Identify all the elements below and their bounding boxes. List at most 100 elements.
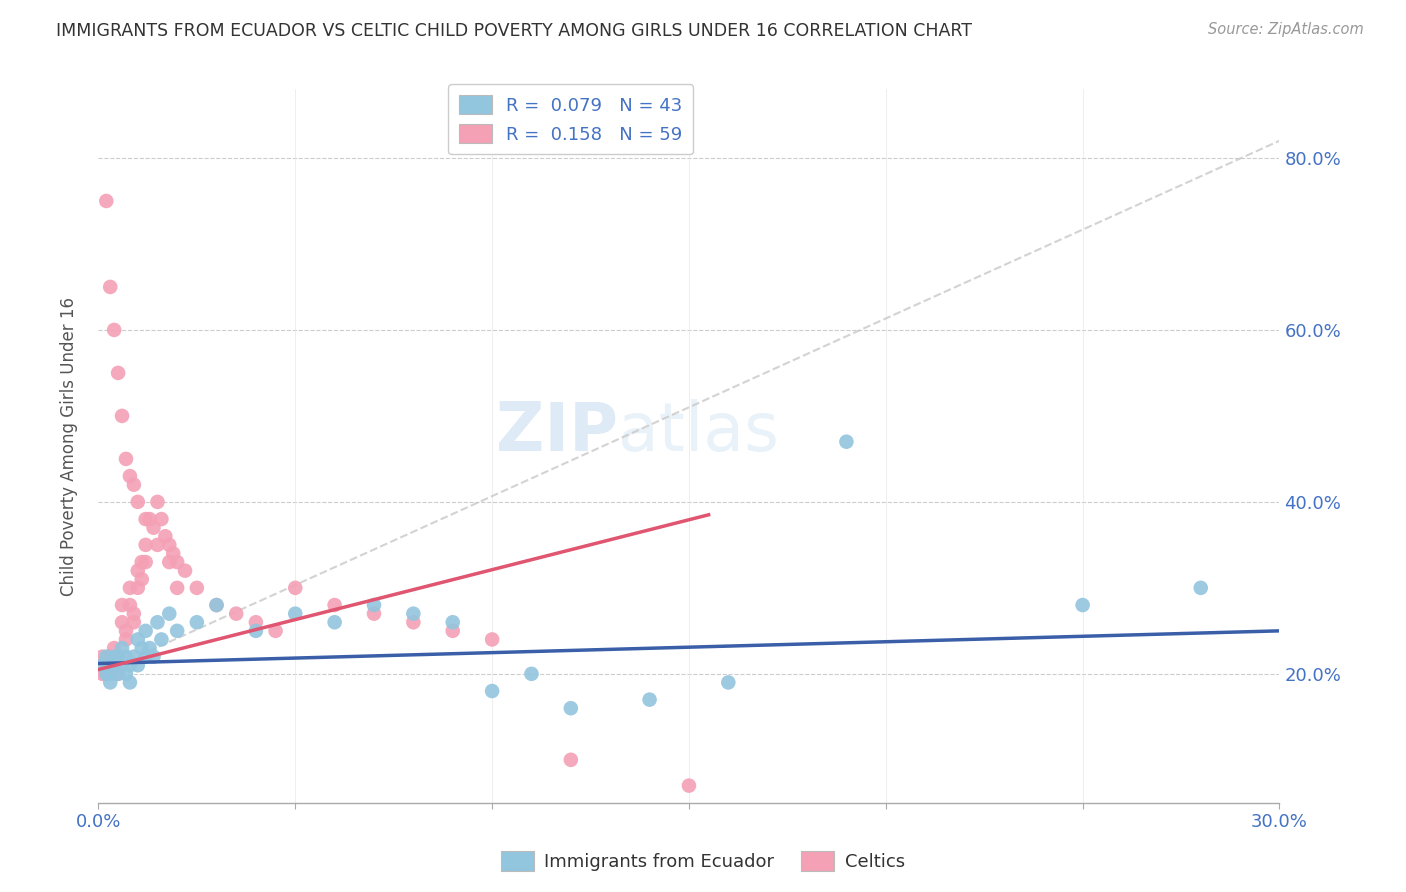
Point: [155, 529, 177, 543]
Point: [150, 632, 173, 647]
Point: [118, 581, 141, 595]
Point: [245, 615, 267, 630]
Point: [323, 615, 346, 630]
Text: ZIP: ZIP: [496, 399, 619, 465]
Text: atlas: atlas: [619, 399, 779, 465]
Point: [363, 598, 385, 612]
Point: [118, 675, 141, 690]
Point: [186, 581, 208, 595]
Point: [402, 607, 425, 621]
Point: [118, 658, 141, 673]
Point: [135, 649, 157, 664]
Point: [135, 555, 157, 569]
Point: [122, 477, 145, 491]
Point: [146, 615, 169, 630]
Point: [284, 607, 307, 621]
Point: [111, 615, 134, 630]
Point: [166, 555, 188, 569]
Point: [678, 779, 700, 793]
Point: [131, 641, 153, 656]
Point: [638, 692, 661, 706]
Point: [98, 280, 121, 294]
Point: [146, 538, 169, 552]
Point: [103, 658, 125, 673]
Point: [127, 632, 149, 647]
Point: [96, 658, 118, 673]
Point: [111, 641, 134, 656]
Point: [150, 512, 173, 526]
Point: [162, 546, 184, 560]
Point: [205, 598, 228, 612]
Point: [111, 598, 134, 612]
Point: [103, 658, 125, 673]
Point: [96, 666, 118, 681]
Point: [560, 753, 582, 767]
Point: [225, 607, 247, 621]
Point: [1071, 598, 1094, 612]
Point: [186, 615, 208, 630]
Point: [91, 658, 114, 673]
Point: [107, 666, 129, 681]
Point: [107, 649, 129, 664]
Point: [441, 615, 464, 630]
Point: [127, 495, 149, 509]
Point: [157, 607, 180, 621]
Point: [122, 649, 145, 664]
Point: [118, 598, 141, 612]
Point: [103, 649, 125, 664]
Point: [520, 666, 543, 681]
Point: [174, 564, 197, 578]
Point: [142, 649, 165, 664]
Point: [115, 624, 138, 638]
Point: [131, 572, 153, 586]
Point: [122, 615, 145, 630]
Point: [481, 632, 503, 647]
Point: [441, 624, 464, 638]
Point: [96, 666, 118, 681]
Point: [118, 469, 141, 483]
Point: [166, 624, 188, 638]
Point: [166, 581, 188, 595]
Point: [98, 666, 121, 681]
Point: [91, 649, 114, 664]
Point: [135, 624, 157, 638]
Point: [127, 581, 149, 595]
Point: [115, 451, 138, 466]
Point: [323, 598, 346, 612]
Point: [96, 649, 118, 664]
Y-axis label: Child Poverty Among Girls Under 16: Child Poverty Among Girls Under 16: [59, 296, 77, 596]
Point: [98, 666, 121, 681]
Point: [135, 538, 157, 552]
Point: [264, 624, 287, 638]
Point: [127, 564, 149, 578]
Point: [402, 615, 425, 630]
Point: [115, 666, 138, 681]
Point: [111, 658, 134, 673]
Point: [135, 512, 157, 526]
Point: [103, 641, 125, 656]
Point: [717, 675, 740, 690]
Point: [91, 666, 114, 681]
Point: [835, 434, 858, 449]
Text: Source: ZipAtlas.com: Source: ZipAtlas.com: [1208, 22, 1364, 37]
Point: [146, 495, 169, 509]
Point: [131, 555, 153, 569]
Point: [122, 607, 145, 621]
Point: [98, 649, 121, 664]
Point: [157, 555, 180, 569]
Point: [481, 684, 503, 698]
Point: [107, 366, 129, 380]
Point: [111, 409, 134, 423]
Point: [115, 632, 138, 647]
Point: [157, 538, 180, 552]
Point: [103, 323, 125, 337]
Legend: Immigrants from Ecuador, Celtics: Immigrants from Ecuador, Celtics: [494, 844, 912, 879]
Point: [284, 581, 307, 595]
Point: [98, 675, 121, 690]
Point: [138, 641, 160, 656]
Point: [107, 649, 129, 664]
Legend: R =  0.079   N = 43, R =  0.158   N = 59: R = 0.079 N = 43, R = 0.158 N = 59: [449, 84, 693, 154]
Point: [560, 701, 582, 715]
Text: IMMIGRANTS FROM ECUADOR VS CELTIC CHILD POVERTY AMONG GIRLS UNDER 16 CORRELATION: IMMIGRANTS FROM ECUADOR VS CELTIC CHILD …: [56, 22, 972, 40]
Point: [205, 598, 228, 612]
